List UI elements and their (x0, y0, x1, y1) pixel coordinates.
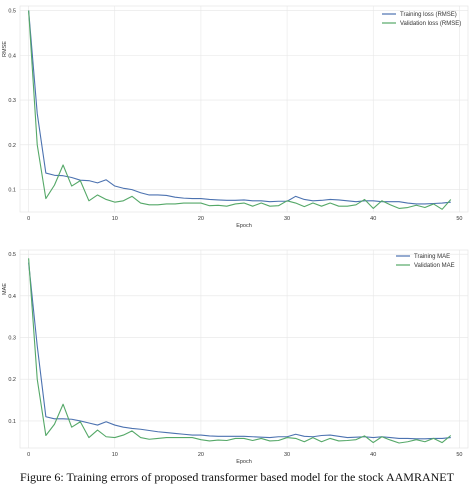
chart0-legend-label: Validation loss (RMSE) (400, 21, 461, 27)
chart0-x-tick-label: 30 (284, 216, 290, 222)
chart1-legend-label: Training MAE (414, 254, 450, 260)
chart1-y-axis-label: MAE (2, 283, 8, 295)
chart0-x-tick-label: 20 (198, 216, 204, 222)
chart0-y-tick-label: 0.3 (8, 98, 16, 104)
chart1-y-tick-label: 0.1 (8, 419, 16, 425)
chart0-x-tick-label: 40 (370, 216, 376, 222)
chart1-y-tick-label: 0.2 (8, 377, 16, 383)
chart0-series-line-validation (28, 10, 452, 210)
figure-caption: Figure 6: Training errors of proposed tr… (20, 470, 454, 484)
chart1-series-line-validation (28, 258, 452, 444)
chart1-y-tick-label: 0.4 (8, 294, 16, 300)
chart1-x-tick-label: 20 (198, 452, 204, 458)
chart1-legend-label: Validation MAE (414, 263, 455, 269)
chart1-y-tick-label: 0.5 (8, 252, 16, 258)
chart1-plot-area (19, 249, 469, 449)
chart0-legend-label: Training loss (RMSE) (400, 12, 457, 18)
chart0-y-tick-label: 0.4 (8, 53, 16, 59)
chart1-x-axis-label: Epoch (236, 459, 252, 465)
chart0-x-tick-label: 50 (456, 216, 462, 222)
mae-chart: 0.1 0.2 0.3 0.4 0.5 0 10 20 30 40 50 Epoch MAE Traini… (2, 249, 469, 465)
chart1-y-tick-label: 0.3 (8, 336, 16, 342)
chart1-x-tick-label: 10 (112, 452, 118, 458)
chart0-plot-area (19, 5, 469, 213)
chart0-x-tick-label: 0 (27, 216, 30, 222)
rmse-chart: 0.1 0.2 0.3 0.4 0.5 0 10 20 30 40 50 Epoch RMSE Train… (2, 5, 469, 229)
chart1-legend: Training MAE Validation MAE (396, 254, 455, 269)
chart0-legend: Training loss (RMSE) Validation loss (RMS… (382, 12, 461, 27)
chart0-y-tick-label: 0.5 (8, 8, 16, 14)
chart0-x-axis-label: Epoch (236, 223, 252, 229)
chart1-series-line-training (28, 262, 451, 440)
chart0-x-tick-label: 10 (112, 216, 118, 222)
chart1-x-tick-label: 40 (370, 452, 376, 458)
chart1-x-tick-label: 50 (456, 452, 462, 458)
chart0-y-tick-label: 0.2 (8, 143, 16, 149)
chart1-x-tick-label: 0 (27, 452, 30, 458)
chart1-x-tick-label: 30 (284, 452, 290, 458)
chart0-y-axis-label: RMSE (2, 41, 8, 57)
chart0-y-tick-label: 0.1 (8, 188, 16, 194)
